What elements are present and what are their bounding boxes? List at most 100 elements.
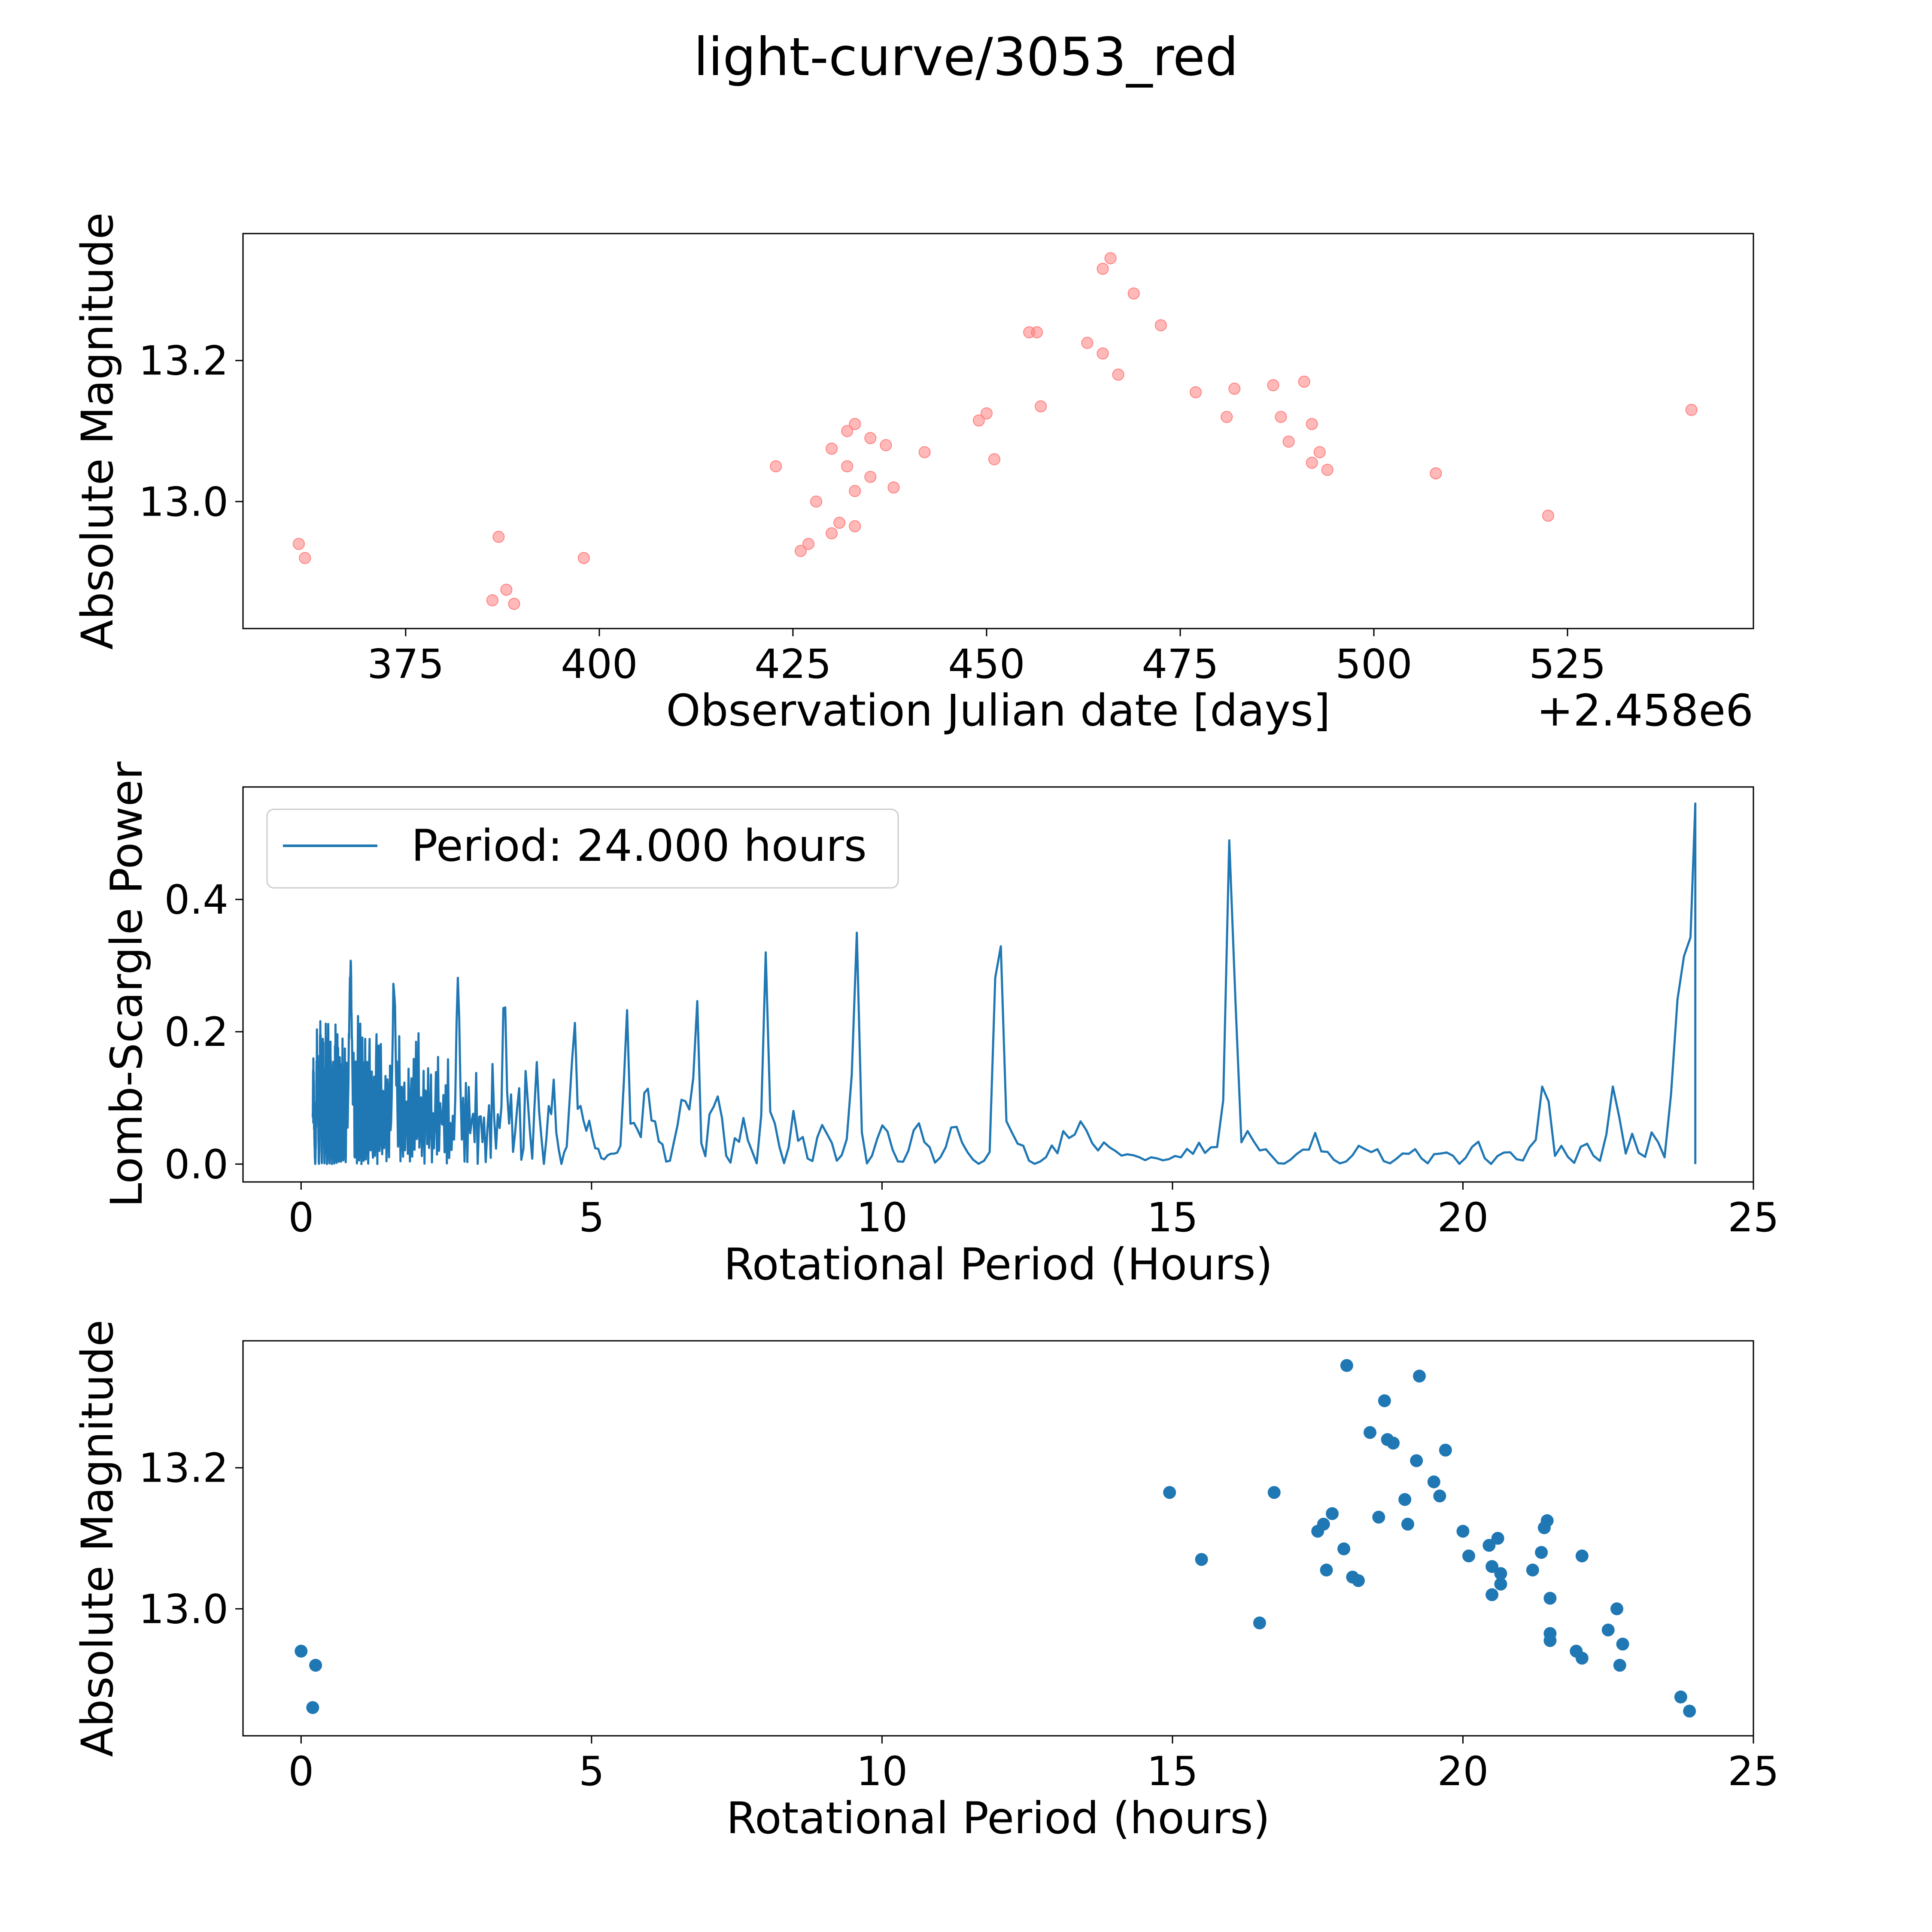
x-tick-label: 425 (754, 641, 831, 688)
panel3-x-label: Rotational Period (hours) (726, 1793, 1270, 1844)
panel3-frame (242, 1340, 1754, 1737)
data-point (306, 1701, 319, 1714)
data-point (1313, 446, 1326, 459)
data-point (1112, 368, 1124, 381)
panel3-y-label: Absolute Magnitude (72, 1320, 123, 1757)
data-point (1485, 1560, 1499, 1573)
data-point (1491, 1532, 1504, 1545)
panel3-points (295, 1359, 1696, 1718)
data-point (1410, 1454, 1423, 1467)
data-point (770, 460, 782, 473)
data-point (295, 1644, 308, 1658)
data-point (1485, 1588, 1499, 1601)
panel-folded-curve: 0 5 10 15 20 25 13.0 13.2 Rotational Period (ho… (72, 1320, 1779, 1844)
panel2-ticks: 0 5 10 15 20 25 0.0 0.2 0.4 (164, 877, 1779, 1241)
data-point (1543, 1592, 1557, 1605)
data-point (810, 495, 823, 508)
data-point (1685, 404, 1698, 416)
data-point (1456, 1525, 1470, 1538)
data-point (1398, 1493, 1412, 1506)
data-point (1494, 1577, 1507, 1591)
x-tick-label: 25 (1728, 1748, 1779, 1795)
data-point (1462, 1549, 1475, 1563)
data-point (864, 432, 877, 444)
data-point (577, 552, 590, 564)
data-point (1542, 510, 1554, 522)
data-point (1190, 386, 1202, 398)
data-point (833, 516, 846, 529)
x-tick-label: 400 (561, 641, 638, 688)
data-point (1228, 383, 1241, 395)
data-point (849, 485, 861, 497)
data-point (1413, 1370, 1426, 1383)
data-point (1363, 1426, 1376, 1439)
data-point (1601, 1623, 1615, 1637)
data-point (841, 460, 854, 473)
x-tick-label: 525 (1529, 641, 1606, 688)
x-tick-label: 450 (948, 641, 1025, 688)
data-point (1613, 1659, 1626, 1672)
data-point (1494, 1567, 1507, 1580)
panel1-points (292, 252, 1698, 610)
panel-periodogram: 0 5 10 15 20 25 0.0 0.2 0.4 Period: 24.000 hours… (101, 762, 1779, 1290)
panel1-frame (242, 233, 1754, 629)
data-point (1267, 1486, 1281, 1499)
data-point (794, 545, 807, 557)
x-tick-label: 25 (1728, 1194, 1779, 1241)
y-tick-label: 0.2 (164, 1009, 229, 1056)
y-tick-label: 0.4 (164, 877, 229, 923)
panel1-ticks: 375 400 425 450 475 500 525 13.0 13.2 (139, 338, 1606, 688)
data-point (802, 538, 814, 550)
power-line-series (311, 802, 1697, 1165)
data-point (988, 453, 1000, 465)
data-point (864, 471, 877, 483)
data-point (1401, 1518, 1414, 1531)
data-point (1378, 1394, 1391, 1407)
data-point (972, 414, 985, 427)
data-point (849, 520, 861, 532)
data-point (1575, 1549, 1589, 1563)
data-point (492, 531, 505, 543)
data-point (1439, 1443, 1452, 1457)
data-point (1127, 287, 1140, 300)
panel2-series (311, 802, 1697, 1165)
data-point (1317, 1518, 1330, 1531)
x-tick-label: 20 (1437, 1748, 1489, 1795)
x-tick-label: 5 (579, 1194, 605, 1241)
data-point (1326, 1507, 1339, 1520)
x-tick-label: 5 (579, 1748, 605, 1795)
x-tick-label: 10 (857, 1194, 908, 1241)
panel-light-curve: 375 400 425 450 475 500 525 13.0 13.2 Observatio… (72, 213, 1754, 736)
data-point (1097, 347, 1109, 360)
data-point (1674, 1690, 1687, 1704)
y-tick-label: 13.0 (139, 1586, 228, 1633)
data-point (1535, 1546, 1548, 1559)
data-point (486, 594, 498, 607)
panel1-x-offset: +2.458e6 (1537, 685, 1753, 736)
data-point (841, 425, 854, 437)
legend-box (266, 808, 899, 889)
x-tick-label: 15 (1147, 1748, 1198, 1795)
data-point (1282, 435, 1295, 448)
y-tick-label: 13.2 (139, 338, 228, 385)
y-tick-label: 13.0 (139, 479, 228, 526)
data-point (1340, 1359, 1353, 1372)
data-point (1275, 411, 1287, 423)
data-point (918, 446, 931, 459)
x-tick-label: 500 (1335, 641, 1412, 688)
data-point (1337, 1542, 1351, 1555)
data-point (1221, 411, 1233, 423)
data-point (887, 481, 900, 494)
panel1-y-label: Absolute Magnitude (72, 213, 123, 650)
x-tick-label: 0 (288, 1194, 314, 1241)
data-point (1427, 1475, 1440, 1488)
data-point (1433, 1489, 1446, 1503)
data-point (1575, 1652, 1589, 1665)
data-point (826, 443, 838, 455)
x-tick-label: 20 (1437, 1194, 1489, 1241)
data-point (1253, 1616, 1266, 1630)
data-point (1163, 1486, 1176, 1499)
data-point (1298, 376, 1310, 388)
data-point (1430, 467, 1442, 480)
data-point (880, 439, 892, 451)
